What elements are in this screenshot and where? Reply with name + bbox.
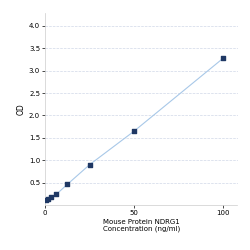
Point bbox=[132, 129, 136, 133]
Point bbox=[221, 56, 225, 60]
Point bbox=[44, 198, 48, 202]
Y-axis label: OD: OD bbox=[17, 103, 26, 115]
Point bbox=[88, 163, 92, 167]
Point bbox=[46, 197, 50, 201]
Point bbox=[54, 192, 58, 196]
X-axis label: Mouse Protein NDRG1
Concentration (ng/ml): Mouse Protein NDRG1 Concentration (ng/ml… bbox=[103, 219, 180, 232]
Point bbox=[48, 195, 52, 199]
Point bbox=[65, 182, 69, 186]
